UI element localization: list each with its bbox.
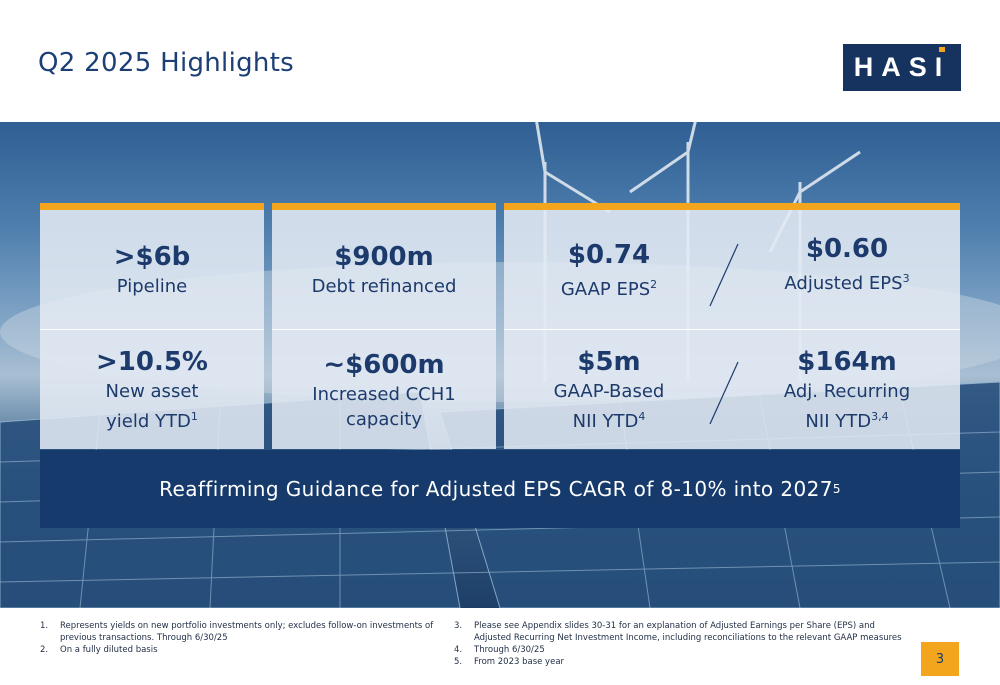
footnotes-left: 1. Represents yields on new portfolio inv…	[40, 620, 440, 656]
metric-adj-recurring-nii: $164m Adj. Recurring NII YTD3,4	[734, 330, 960, 449]
debt-label: Debt refinanced	[311, 276, 457, 297]
gaap-nii-value: $5m	[577, 347, 641, 377]
metric-adjusted-eps: $0.60 Adjusted EPS3	[734, 204, 960, 323]
divider	[504, 329, 960, 330]
divider	[272, 329, 496, 330]
card-pipeline-yield: >$6b Pipeline >10.5% New asset yield YTD…	[40, 203, 264, 449]
logo-accent-mark	[939, 47, 945, 52]
metric-cch1-capacity: ~$600m Increased CCH1 capacity	[272, 330, 496, 449]
divider	[40, 329, 264, 330]
cch1-label-1: Increased CCH1	[312, 383, 456, 405]
footnote-ref: 2	[650, 277, 658, 291]
adj-nii-value: $164m	[797, 347, 897, 377]
adjusted-eps-value: $0.60	[805, 233, 889, 264]
slash-divider	[709, 243, 739, 307]
footnote-item: 3. Please see Appendix slides 30-31 for a…	[454, 621, 902, 643]
page-title: Q2 2025 Highlights	[38, 48, 295, 78]
adj-nii-label-1: Adj. Recurring	[783, 381, 911, 402]
gaap-eps-value: $0.74	[567, 239, 651, 270]
pipeline-label: Pipeline	[116, 276, 188, 297]
gaap-eps-label: GAAP EPS2	[560, 277, 658, 300]
footnote-ref: 3	[902, 271, 910, 285]
asset-yield-value: >10.5%	[96, 347, 208, 377]
gaap-nii-label-1: GAAP-Based	[553, 381, 665, 402]
footnote-item: 5. From 2023 base year	[454, 657, 565, 667]
asset-yield-label-2: yield YTD1	[106, 410, 198, 432]
adjusted-eps-label: Adjusted EPS3	[784, 271, 910, 294]
metric-pipeline: >$6b Pipeline	[40, 210, 264, 329]
guidance-banner: Reaffirming Guidance for Adjusted EPS CA…	[40, 450, 960, 528]
logo-text: HASI	[853, 52, 951, 82]
cch1-value: ~$600m	[323, 349, 445, 380]
page-number: 3	[921, 642, 959, 676]
gaap-nii-label-2: NII YTD4	[572, 410, 646, 432]
footnote-item: 1. Represents yields on new portfolio inv…	[40, 621, 434, 643]
metric-asset-yield: >10.5% New asset yield YTD1	[40, 330, 264, 449]
footnote-ref: 3,4	[871, 410, 889, 423]
pipeline-value: >$6b	[113, 242, 191, 272]
footnote-item: 4. Through 6/30/25	[454, 645, 545, 655]
footnotes-right: 3. Please see Appendix slides 30-31 for a…	[454, 620, 914, 668]
slash-divider	[709, 361, 739, 425]
footnote-ref: 1	[190, 410, 198, 423]
card-debt-cch1: $900m Debt refinanced ~$600m Increased C…	[272, 203, 496, 449]
debt-value: $900m	[334, 242, 434, 272]
adj-nii-label-2: NII YTD3,4	[805, 410, 889, 432]
guidance-text: Reaffirming Guidance for Adjusted EPS CA…	[159, 477, 833, 501]
metric-debt-refinanced: $900m Debt refinanced	[272, 210, 496, 329]
footnote-ref: 4	[638, 410, 646, 423]
card-eps-nii: $0.74 GAAP EPS2 $0.60 Adjusted EPS3 $5m …	[504, 203, 960, 449]
footnote-item: 2. On a fully diluted basis	[40, 645, 158, 655]
asset-yield-label-1: New asset	[105, 381, 199, 402]
hasi-logo: HASI	[843, 44, 961, 91]
cch1-label-2: capacity	[346, 408, 422, 430]
metric-gaap-nii: $5m GAAP-Based NII YTD4	[504, 330, 714, 449]
footnote-ref: 5	[832, 482, 841, 496]
metric-gaap-eps: $0.74 GAAP EPS2	[504, 210, 714, 329]
